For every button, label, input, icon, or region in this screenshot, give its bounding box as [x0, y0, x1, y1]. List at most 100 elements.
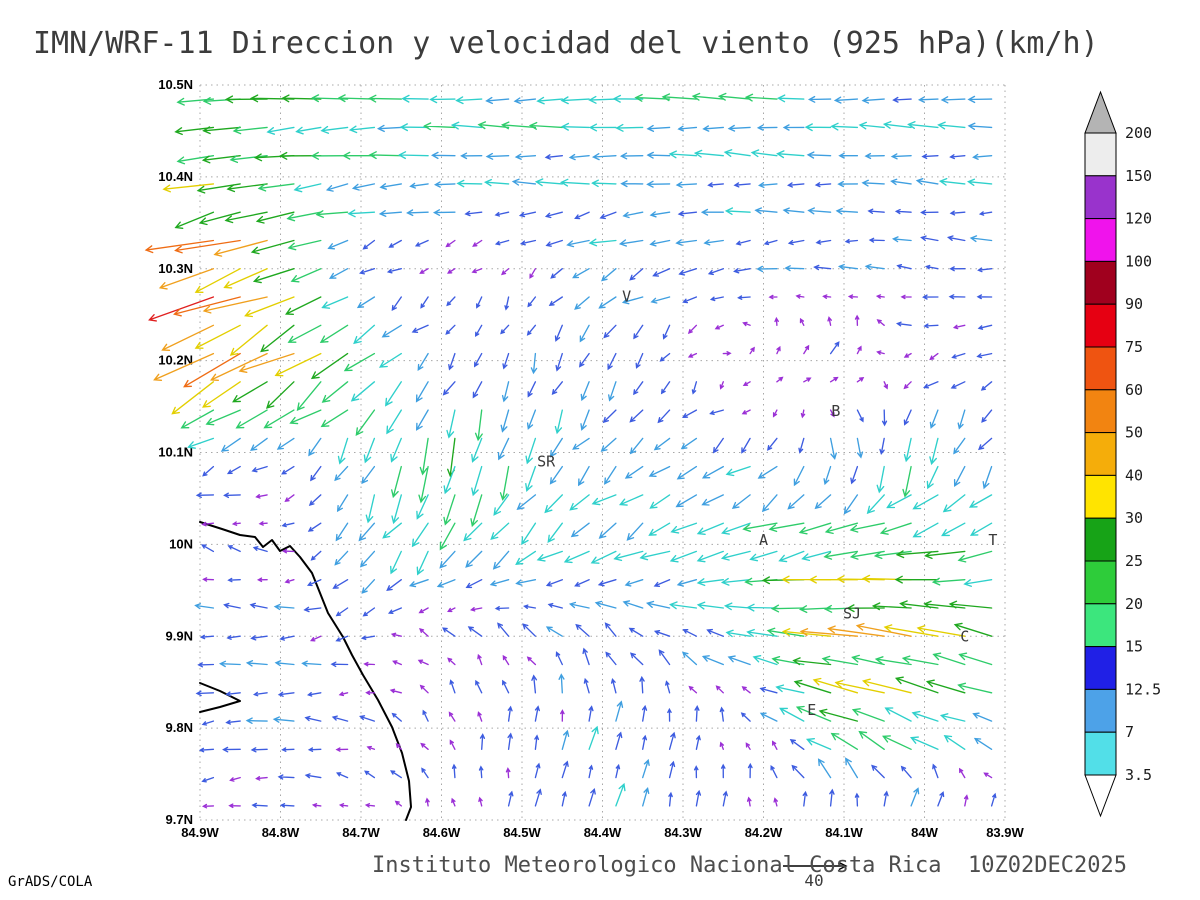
- wind-arrow: [976, 294, 993, 300]
- wind-arrow: [525, 437, 537, 465]
- wind-arrow: [844, 238, 859, 244]
- wind-arrow: [641, 704, 648, 722]
- wind-arrow: [903, 409, 912, 426]
- wind-arrow: [574, 296, 590, 310]
- wind-arrow: [864, 263, 885, 270]
- wind-arrow: [770, 604, 805, 613]
- wind-arrow: [161, 324, 215, 351]
- colorbar-segment: [1084, 517, 1117, 562]
- wind-arrow: [850, 465, 859, 485]
- wind-arrow: [662, 324, 671, 340]
- wind-arrow: [838, 152, 859, 159]
- wind-arrow: [963, 579, 993, 587]
- wind-arrow: [607, 352, 617, 371]
- wind-arrow: [228, 803, 241, 809]
- wind-arrow: [338, 691, 349, 697]
- wind-arrow: [920, 235, 939, 242]
- wind-arrow: [376, 124, 402, 133]
- wind-arrow: [303, 606, 322, 613]
- wind-arrow: [665, 680, 671, 694]
- wind-arrow: [358, 522, 376, 542]
- wind-arrow: [772, 740, 778, 750]
- wind-arrow: [789, 738, 805, 750]
- wind-arrow: [618, 239, 644, 247]
- wind-arrow: [336, 772, 349, 779]
- wind-arrow: [866, 494, 885, 515]
- reference-arrow-label: 40: [804, 871, 823, 890]
- wind-arrow: [554, 409, 563, 435]
- wind-arrow: [966, 178, 993, 186]
- wind-arrow: [719, 706, 725, 722]
- wind-arrow: [419, 268, 429, 274]
- wind-arrow: [197, 662, 215, 668]
- wind-arrow: [401, 94, 429, 103]
- wind-arrow: [570, 522, 590, 538]
- wind-arrow: [856, 437, 864, 459]
- wind-arrow: [492, 550, 510, 570]
- wind-arrow: [721, 522, 751, 535]
- wind-arrow: [195, 492, 215, 498]
- wind-arrow: [330, 661, 349, 668]
- wind-arrow: [920, 209, 939, 216]
- wind-arrow: [687, 352, 698, 358]
- wind-arrow: [364, 803, 376, 808]
- city-label: A: [759, 531, 768, 549]
- wind-arrow: [605, 651, 617, 666]
- wind-arrow: [507, 790, 514, 807]
- wind-arrow: [392, 660, 402, 666]
- wind-arrow: [680, 437, 698, 450]
- wind-arrow: [892, 96, 912, 103]
- wind-arrow: [941, 522, 966, 537]
- wind-arrow: [406, 209, 429, 217]
- wind-arrow: [223, 268, 268, 289]
- wind-arrow: [361, 579, 376, 594]
- wind-arrow: [527, 381, 537, 398]
- wind-arrow: [628, 627, 644, 637]
- lon-tick-label: 84.3W: [664, 825, 702, 840]
- wind-arrow: [362, 607, 376, 617]
- colorbar-segment: [1084, 560, 1117, 605]
- wind-arrow: [727, 655, 751, 666]
- wind-arrow: [201, 544, 215, 553]
- wind-arrow: [432, 209, 456, 216]
- wind-arrow: [250, 437, 268, 451]
- wind-arrow: [308, 494, 322, 506]
- wind-arrow: [226, 183, 268, 193]
- wind-arrow: [194, 603, 215, 610]
- wind-arrow: [308, 437, 322, 457]
- wind-arrow: [958, 652, 993, 666]
- wind-arrow: [668, 791, 673, 807]
- wind-arrow: [778, 550, 805, 563]
- wind-arrow: [973, 737, 993, 750]
- wind-arrow: [479, 733, 486, 750]
- wind-arrow: [416, 550, 429, 576]
- wind-arrow: [977, 267, 993, 273]
- wind-arrow: [615, 700, 624, 722]
- wind-arrow: [742, 522, 778, 532]
- wind-arrow: [386, 579, 402, 592]
- grads-credit: GrADS/COLA: [8, 874, 93, 890]
- wind-arrow: [476, 296, 483, 309]
- wind-arrow: [620, 180, 644, 188]
- wind-arrow: [158, 268, 215, 290]
- wind-arrow: [707, 268, 724, 276]
- wind-arrow: [521, 522, 537, 546]
- wind-arrow: [249, 602, 268, 609]
- wind-arrow: [703, 239, 724, 246]
- wind-arrow: [464, 210, 483, 217]
- wind-arrow: [603, 324, 617, 339]
- wind-arrow: [836, 575, 885, 584]
- wind-arrow: [900, 294, 912, 300]
- wind-arrow: [361, 465, 376, 485]
- wind-arrow: [359, 550, 376, 568]
- wind-arrow: [334, 465, 349, 482]
- wind-arrow: [449, 679, 456, 694]
- wind-arrow: [942, 494, 966, 513]
- wind-arrow: [693, 149, 724, 158]
- wind-arrow: [803, 344, 810, 355]
- wind-arrow: [754, 207, 778, 215]
- wind-arrow: [591, 494, 617, 506]
- wind-arrow: [255, 211, 295, 224]
- wind-arrow: [911, 710, 939, 722]
- wind-arrow: [903, 352, 912, 358]
